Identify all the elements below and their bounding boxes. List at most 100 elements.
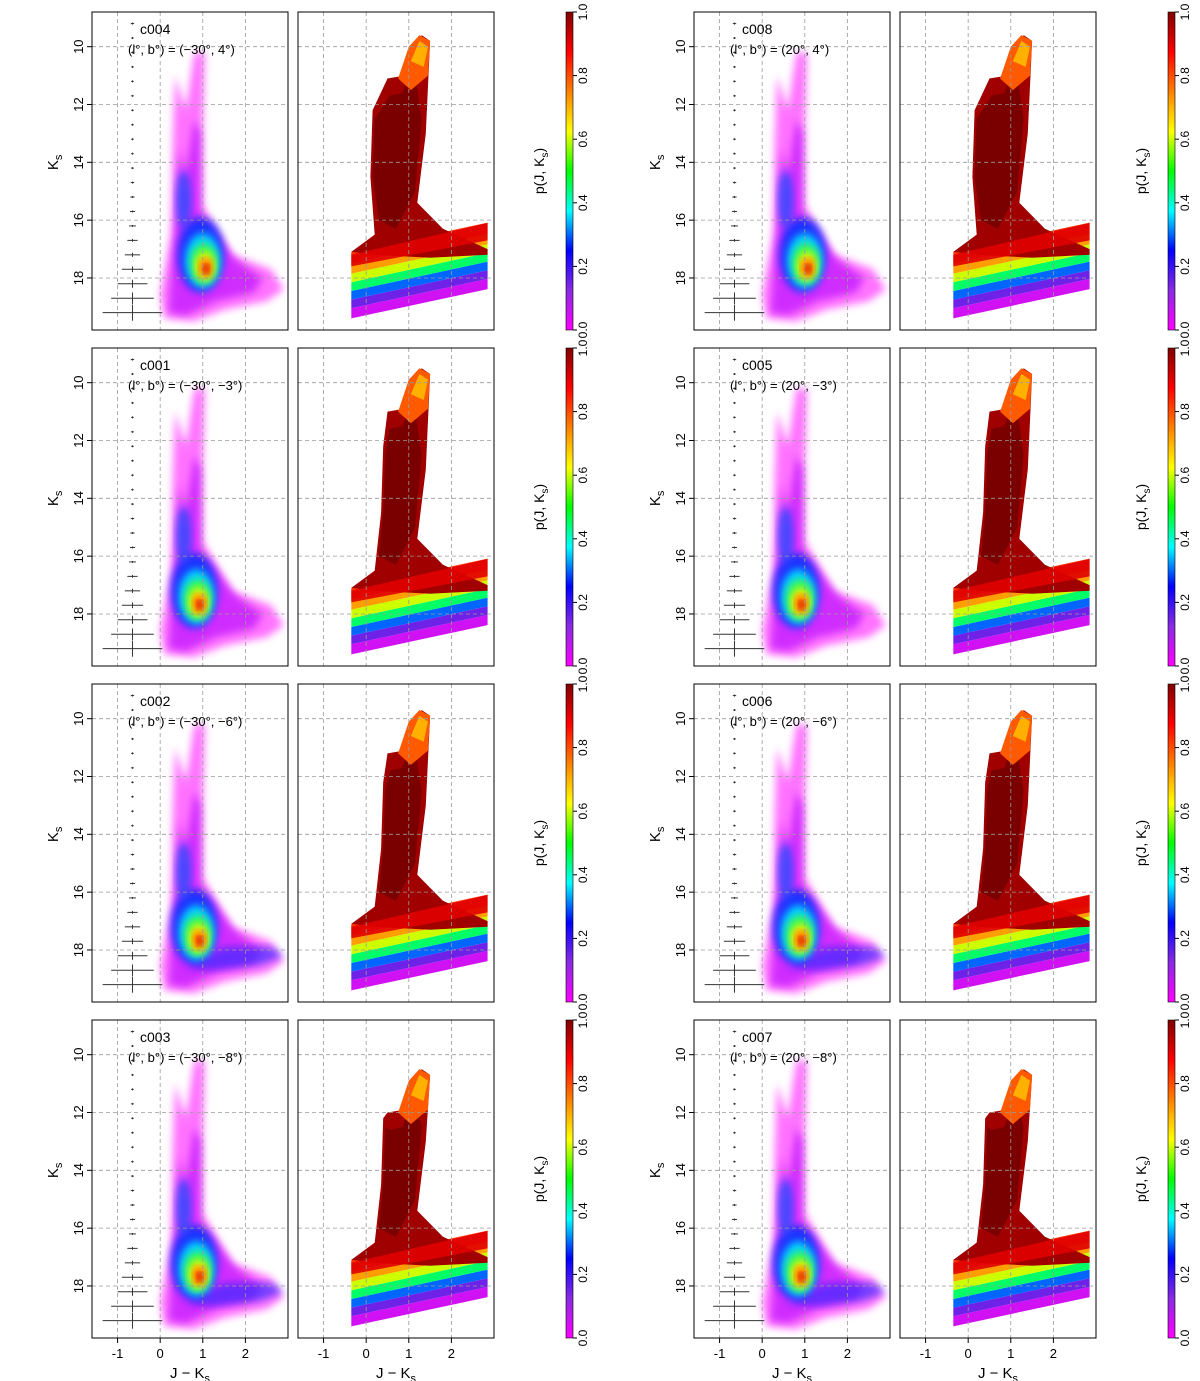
density-horizontal-band (185, 1283, 284, 1307)
x-axis-label: J − Ks (170, 1365, 211, 1381)
density-cmd-c005 (694, 348, 890, 666)
y-tick-label: 10 (673, 39, 688, 53)
colorbar-tick-label: 0.8 (576, 403, 590, 420)
x-tick-label: 1 (801, 1346, 808, 1361)
density-peak (798, 936, 805, 946)
y-tick-label: 10 (71, 375, 86, 389)
colorbar-tick-label: 0.0 (576, 321, 590, 338)
x-axis-label: J − Ks (376, 1365, 417, 1381)
density-peak (196, 936, 203, 946)
density-peak (196, 1272, 203, 1282)
colorbar (565, 347, 574, 667)
x-axis-label-subscript: s (807, 1373, 813, 1381)
colorbar-tick-label: 1.0 (576, 1011, 590, 1028)
y-axis-label-subscript: s (53, 490, 65, 496)
y-tick-label: 10 (71, 39, 86, 53)
y-tick-label: 18 (673, 271, 688, 285)
completeness-band (351, 1286, 488, 1327)
colorbar (1167, 683, 1176, 1003)
completeness-frame (297, 1019, 495, 1339)
completeness-frame (899, 1019, 1097, 1339)
colorbar-tick-label: 0.8 (1178, 403, 1192, 420)
density-cmd-c001 (92, 348, 288, 666)
y-tick-label: 16 (71, 885, 86, 899)
colorbar-label-subscript: s (1142, 153, 1153, 158)
completeness-core (981, 1095, 1024, 1237)
colorbar-tick-label: 1.0 (1178, 339, 1192, 356)
completeness-band (953, 597, 1090, 636)
colorbar-tick-label: 0.6 (1178, 131, 1192, 148)
completeness-red-band (953, 559, 1090, 603)
x-tick-label: 0 (965, 1346, 972, 1361)
field-coords: (l°, b°) = (−30°, 4°) (128, 42, 235, 57)
x-axis-label-subscript: s (1013, 1373, 1019, 1381)
x-axis-label-subscript: s (411, 1373, 417, 1381)
y-axis-label-subscript: s (53, 1162, 65, 1168)
colorbar-label: p(J, Ks) (531, 148, 551, 194)
completeness-band (351, 252, 488, 291)
density-horizontal-band (787, 1283, 886, 1307)
field-coords: (l°, b°) = (20°, 4°) (730, 42, 829, 57)
field-label: c008 (742, 21, 773, 37)
y-axis-label-subscript: s (53, 826, 65, 832)
y-axis-label-subscript: s (655, 154, 667, 160)
density-upper-blue (175, 507, 192, 565)
colorbar-tick-label: 0.2 (1178, 930, 1192, 947)
y-tick-label: 18 (71, 943, 86, 957)
colorbar-tick-label: 0.4 (1178, 866, 1192, 883)
colorbar-tick-label: 0.0 (576, 657, 590, 674)
x-tick-label: -1 (714, 1346, 726, 1361)
field-label: c007 (742, 1029, 773, 1045)
colorbar-tick-label: 0.0 (1178, 1329, 1192, 1346)
y-tick-label: 18 (71, 1279, 86, 1293)
completeness-c002 (298, 684, 494, 1002)
y-tick-label: 10 (673, 1047, 688, 1061)
field-coords: (l°, b°) = (−30°, −8°) (128, 1050, 242, 1065)
colorbar-label: p(J, Ks) (531, 1156, 551, 1202)
completeness-tip-bright (1012, 374, 1030, 400)
completeness-band (953, 278, 1090, 319)
density-upper-blue (175, 843, 192, 901)
y-tick-label: 10 (673, 711, 688, 725)
colorbar-label: p(J, Ks) (531, 484, 551, 530)
field-coords: (l°, b°) = (20°, −6°) (730, 714, 837, 729)
density-cmd-c004 (92, 12, 288, 330)
y-tick-label: 16 (673, 549, 688, 563)
x-tick-label: 2 (448, 1346, 455, 1361)
density-frame (91, 1019, 289, 1339)
completeness-core (981, 394, 1024, 565)
completeness-band (953, 270, 1090, 309)
colorbar-tick-label: 0.4 (1178, 1202, 1192, 1219)
completeness-core (974, 61, 1024, 229)
y-tick-label: 14 (673, 1163, 688, 1177)
completeness-frame (899, 347, 1097, 667)
y-tick-label: 14 (673, 827, 688, 841)
y-tick-label: 12 (673, 433, 688, 447)
colorbar-tick-label: 0.2 (576, 930, 590, 947)
colorbar-tick-label: 0.2 (1178, 594, 1192, 611)
completeness-band (351, 614, 488, 655)
y-tick-label: 16 (71, 549, 86, 563)
density-cmd-c008 (694, 12, 890, 330)
y-axis-label-subscript: s (655, 490, 667, 496)
colorbar-label-close: ) (531, 1156, 547, 1161)
completeness-band (953, 1269, 1090, 1308)
colorbar-tick-label: 0.2 (576, 1266, 590, 1283)
colorbar-tick-label: 1.0 (1178, 3, 1192, 20)
completeness-frame (899, 11, 1097, 331)
colorbar-tick-label: 0.6 (1178, 1139, 1192, 1156)
y-axis-label: Ks (647, 154, 667, 170)
density-upper-blue (175, 1179, 192, 1237)
colorbar-tick-label: 0.6 (1178, 467, 1192, 484)
colorbar-label-subscript: s (540, 153, 551, 158)
completeness-tip-bright (1012, 40, 1030, 67)
y-tick-label: 16 (71, 213, 86, 227)
completeness-band (953, 606, 1090, 645)
x-tick-label: -1 (318, 1346, 330, 1361)
density-cmd-c002 (92, 684, 288, 1002)
colorbar-tick-label: 0.2 (1178, 258, 1192, 275)
colorbar-tick-label: 0.0 (1178, 657, 1192, 674)
x-tick-label: 2 (844, 1346, 851, 1361)
panel-c002: 10 12 14 16 18 Ks c002 (l°, b°) = (−30°, −6°) 0.… (45, 675, 590, 1010)
